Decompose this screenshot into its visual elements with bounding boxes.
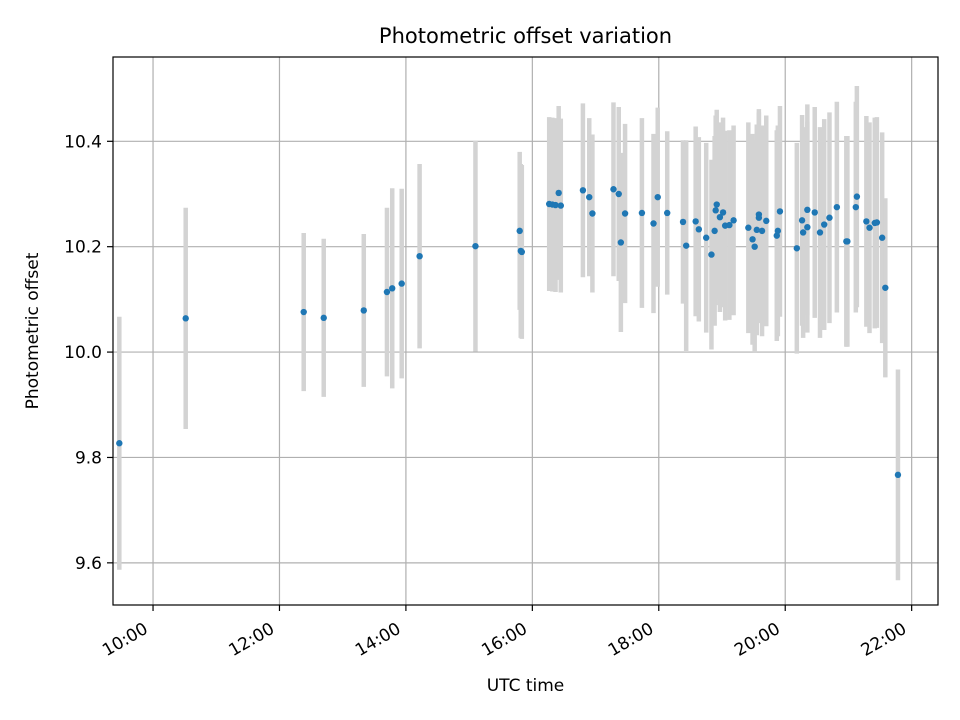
data-point [654, 193, 661, 201]
data-point [811, 209, 818, 216]
data-point [360, 307, 367, 314]
data-point [763, 217, 770, 225]
data-point [621, 210, 629, 217]
data-point [882, 284, 889, 291]
data-point [758, 227, 766, 235]
data-point [416, 252, 423, 260]
data-point [116, 440, 123, 447]
data-point [873, 219, 881, 226]
data-point [863, 218, 870, 225]
data-point [650, 220, 657, 227]
data-point [518, 248, 526, 256]
y-tick-label: 10.2 [64, 238, 102, 258]
data-point [730, 217, 737, 224]
data-point [753, 226, 760, 234]
data-point [853, 193, 861, 200]
data-point [844, 238, 851, 245]
data-point [617, 239, 625, 246]
data-point [300, 308, 307, 316]
data-point [472, 242, 479, 250]
x-axis-label: UTC time [487, 676, 565, 696]
data-point [586, 193, 593, 201]
data-point [579, 187, 587, 194]
data-point [182, 315, 189, 322]
data-point [695, 226, 703, 233]
data-point [712, 207, 719, 214]
data-point [638, 209, 646, 217]
data-point [716, 213, 724, 221]
data-point [866, 224, 873, 231]
y-tick-label: 9.8 [75, 448, 102, 468]
data-point [719, 209, 727, 216]
data-point [708, 251, 715, 258]
data-point [610, 186, 617, 193]
data-point [751, 243, 758, 250]
data-point [894, 471, 902, 479]
y-tick-label: 10.4 [64, 132, 102, 152]
data-point [557, 202, 564, 209]
data-point [398, 280, 405, 287]
chart-title: Photometric offset variation [379, 24, 672, 48]
data-point [799, 229, 807, 236]
data-point [383, 288, 391, 296]
data-point [776, 208, 784, 215]
data-point [726, 221, 733, 229]
data-point [692, 218, 699, 225]
data-point [826, 214, 833, 221]
data-point [755, 214, 763, 221]
data-point [664, 209, 671, 217]
y-axis: 9.6 9.8 10.0 10.2 10.4 [64, 132, 113, 574]
data-point [804, 206, 811, 214]
data-point [833, 203, 841, 211]
data-point [852, 203, 860, 211]
y-axis-label: Photometric offset [23, 252, 43, 409]
data-point [798, 217, 806, 224]
data-point [713, 201, 720, 208]
data-points [116, 186, 902, 479]
data-point [555, 189, 562, 197]
data-point [774, 227, 782, 235]
y-tick-label: 10.0 [64, 343, 102, 363]
y-tick-label: 9.6 [75, 554, 102, 574]
plot-frame [112, 56, 939, 606]
data-point [878, 234, 886, 241]
data-point [793, 245, 801, 252]
data-point [679, 218, 687, 226]
data-point [702, 234, 710, 241]
data-point [516, 227, 523, 235]
data-point [552, 201, 559, 209]
data-point [589, 210, 596, 217]
data-point [711, 227, 718, 235]
data-point [804, 223, 811, 231]
data-point [389, 285, 396, 292]
data-point [816, 229, 824, 236]
data-point [682, 242, 690, 249]
data-point [821, 221, 828, 228]
data-point [615, 190, 622, 198]
data-point [745, 224, 752, 231]
data-point [749, 236, 756, 243]
data-point [320, 314, 327, 322]
